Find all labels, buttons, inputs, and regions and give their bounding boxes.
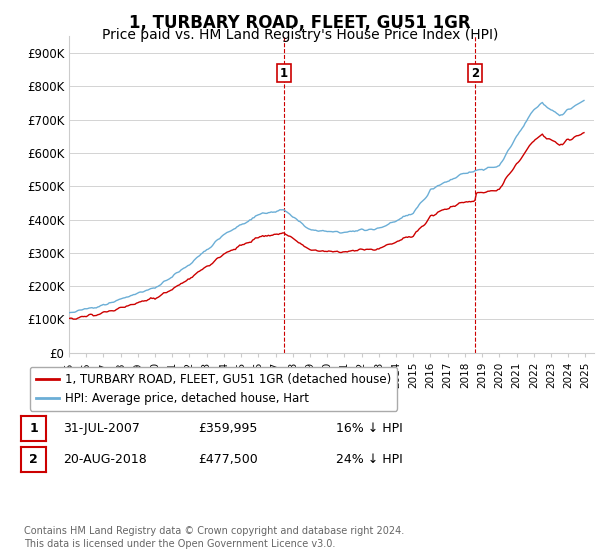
Text: 20-AUG-2018: 20-AUG-2018 bbox=[63, 452, 147, 466]
Text: Contains HM Land Registry data © Crown copyright and database right 2024.
This d: Contains HM Land Registry data © Crown c… bbox=[24, 526, 404, 549]
Text: 31-JUL-2007: 31-JUL-2007 bbox=[63, 422, 140, 435]
Text: 16% ↓ HPI: 16% ↓ HPI bbox=[336, 422, 403, 435]
Text: 24% ↓ HPI: 24% ↓ HPI bbox=[336, 452, 403, 466]
Text: 1, TURBARY ROAD, FLEET, GU51 1GR: 1, TURBARY ROAD, FLEET, GU51 1GR bbox=[129, 14, 471, 32]
Legend: 1, TURBARY ROAD, FLEET, GU51 1GR (detached house), HPI: Average price, detached : 1, TURBARY ROAD, FLEET, GU51 1GR (detach… bbox=[30, 367, 397, 411]
Text: 2: 2 bbox=[471, 67, 479, 80]
Text: £359,995: £359,995 bbox=[198, 422, 257, 435]
Text: 1: 1 bbox=[280, 67, 288, 80]
Text: Price paid vs. HM Land Registry's House Price Index (HPI): Price paid vs. HM Land Registry's House … bbox=[102, 28, 498, 42]
Text: 1: 1 bbox=[29, 422, 38, 435]
Text: £477,500: £477,500 bbox=[198, 452, 258, 466]
Text: 2: 2 bbox=[29, 452, 38, 466]
